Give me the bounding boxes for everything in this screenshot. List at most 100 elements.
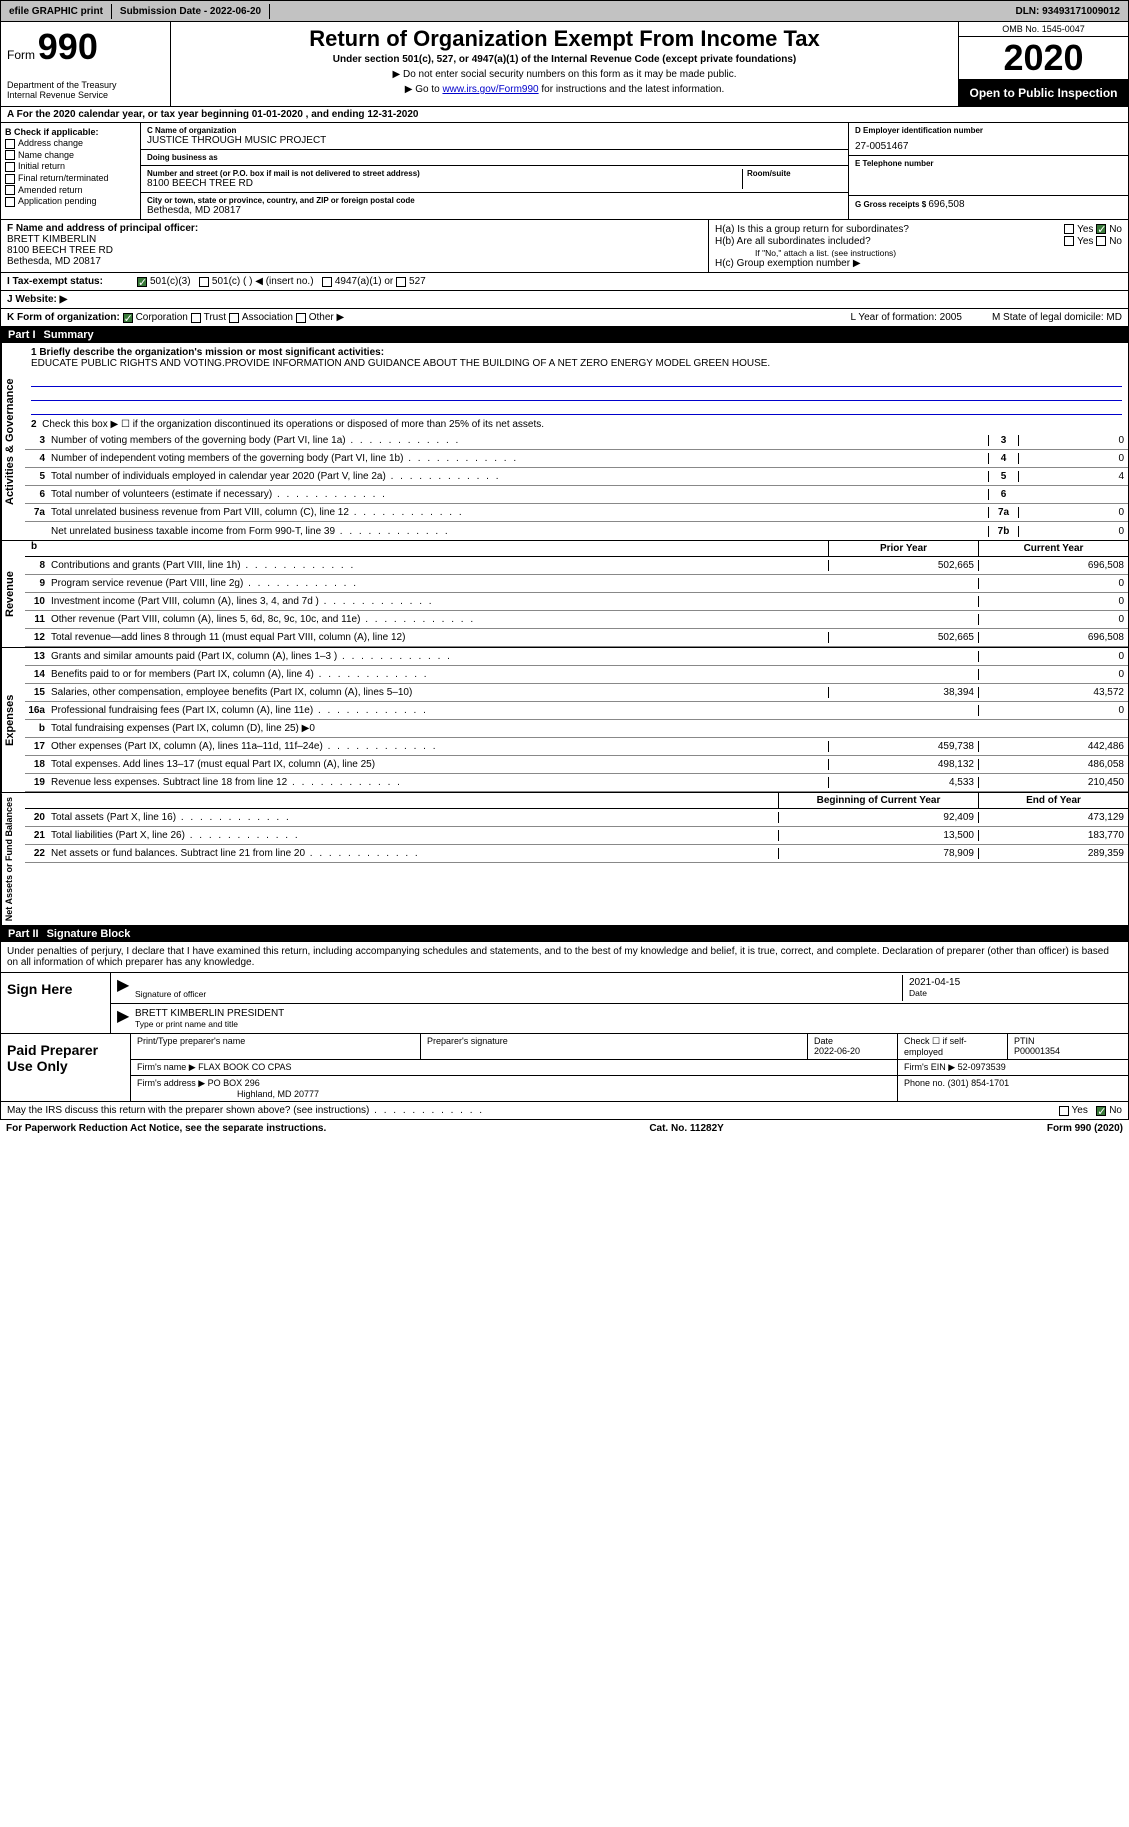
officer-name-title: BRETT KIMBERLIN PRESIDENT (135, 1008, 1118, 1019)
sign-here-row: Sign Here ▶ Signature of officer 2021-04… (1, 972, 1128, 1033)
cb-501c[interactable] (199, 277, 209, 287)
ein-value: 27-0051467 (855, 141, 1122, 152)
hc-label: H(c) Group exemption number ▶ (715, 258, 1122, 269)
footer: For Paperwork Reduction Act Notice, see … (0, 1120, 1129, 1137)
sign-here-label: Sign Here (1, 973, 111, 1033)
i-label: I Tax-exempt status: (7, 276, 137, 287)
part2-title: Signature Block (47, 928, 131, 940)
line-a-text: A For the 2020 calendar year, or tax yea… (7, 109, 418, 120)
netassets-section: Net Assets or Fund Balances Beginning of… (0, 793, 1129, 926)
note-2: ▶ Go to www.irs.gov/Form990 for instruct… (175, 84, 954, 95)
form-word: Form (7, 48, 35, 62)
form-header: Form 990 Department of the Treasury Inte… (0, 22, 1129, 107)
part2-num: Part II (8, 928, 39, 940)
firm-city-val: Highland, MD 20777 (137, 1089, 319, 1099)
gov-row: Net unrelated business taxable income fr… (25, 522, 1128, 540)
f-label: F Name and address of principal officer: (7, 223, 198, 234)
c-name-label: C Name of organization (147, 126, 842, 135)
opt-trust: Trust (204, 312, 226, 323)
rev-row: 9Program service revenue (Part VIII, lin… (25, 575, 1128, 593)
col-end: End of Year (978, 793, 1128, 808)
gov-row: 5Total number of individuals employed in… (25, 468, 1128, 486)
phone-label: E Telephone number (855, 159, 1122, 168)
k-label: K Form of organization: (7, 312, 120, 323)
exp-row: 19Revenue less expenses. Subtract line 1… (25, 774, 1128, 792)
rev-row: 11Other revenue (Part VIII, column (A), … (25, 611, 1128, 629)
j-label: J Website: ▶ (7, 294, 67, 305)
exp-row: 13Grants and similar amounts paid (Part … (25, 648, 1128, 666)
exp-row: 18Total expenses. Add lines 13–17 (must … (25, 756, 1128, 774)
prep-name-label: Print/Type preparer's name (137, 1036, 414, 1046)
gross-value: 696,508 (928, 199, 964, 210)
mission-line (31, 401, 1122, 415)
firm-name-label: Firm's name ▶ (137, 1062, 196, 1072)
cb-501c3[interactable] (137, 277, 147, 287)
column-cd: C Name of organization JUSTICE THROUGH M… (141, 123, 1128, 219)
cat-no: Cat. No. 11282Y (649, 1123, 723, 1134)
declaration-text: Under penalties of perjury, I declare th… (1, 942, 1128, 972)
cb-trust[interactable] (191, 313, 201, 323)
cb-name-change[interactable]: Name change (5, 150, 136, 161)
signature-section: Under penalties of perjury, I declare th… (0, 942, 1129, 1102)
form-id-box: Form 990 Department of the Treasury Inte… (1, 22, 171, 106)
f-officer: F Name and address of principal officer:… (1, 220, 708, 272)
ein-label: D Employer identification number (855, 126, 983, 135)
netassets-header: Beginning of Current Year End of Year (25, 793, 1128, 809)
column-d: D Employer identification number 27-0051… (848, 123, 1128, 219)
cb-discuss-no[interactable] (1096, 1106, 1106, 1116)
cb-assoc[interactable] (229, 313, 239, 323)
state-domicile: M State of legal domicile: MD (992, 312, 1122, 323)
efile-label[interactable]: efile GRAPHIC print (1, 4, 112, 19)
cb-address-change[interactable]: Address change (5, 138, 136, 149)
form-subtitle: Under section 501(c), 527, or 4947(a)(1)… (175, 54, 954, 65)
na-row: 22Net assets or fund balances. Subtract … (25, 845, 1128, 863)
expenses-section: Expenses 13Grants and similar amounts pa… (0, 648, 1129, 793)
cb-corp[interactable] (123, 313, 133, 323)
type-name-label: Type or print name and title (135, 1019, 1118, 1029)
irs-link[interactable]: www.irs.gov/Form990 (442, 84, 538, 95)
ptin-val: P00001354 (1014, 1046, 1122, 1056)
cb-527[interactable] (396, 277, 406, 287)
cb-amended[interactable]: Amended return (5, 185, 136, 196)
cb-4947[interactable] (322, 277, 332, 287)
cb-final-return[interactable]: Final return/terminated (5, 173, 136, 184)
org-city: Bethesda, MD 20817 (147, 205, 842, 216)
note-1: ▶ Do not enter social security numbers o… (175, 69, 954, 80)
city-label: City or town, state or province, country… (147, 196, 842, 205)
note2-post: for instructions and the latest informat… (539, 84, 725, 95)
h-section: H(a) Is this a group return for subordin… (708, 220, 1128, 272)
phone-value (855, 168, 1122, 192)
side-label-governance: Activities & Governance (1, 343, 25, 540)
dba-label: Doing business as (147, 153, 842, 162)
na-row: 20Total assets (Part X, line 16)92,40947… (25, 809, 1128, 827)
top-bar: efile GRAPHIC print Submission Date - 20… (0, 0, 1129, 22)
title-box: Return of Organization Exempt From Incom… (171, 22, 958, 106)
mission-text: EDUCATE PUBLIC RIGHTS AND VOTING.PROVIDE… (31, 358, 770, 369)
row-i: I Tax-exempt status: 501(c)(3) 501(c) ( … (0, 273, 1129, 291)
rev-row: 10Investment income (Part VIII, column (… (25, 593, 1128, 611)
na-row: 21Total liabilities (Part X, line 26)13,… (25, 827, 1128, 845)
cb-application-pending[interactable]: Application pending (5, 196, 136, 207)
mission-line (31, 373, 1122, 387)
cb-initial-return[interactable]: Initial return (5, 161, 136, 172)
part-1-header: Part I Summary (0, 327, 1129, 343)
note2-pre: ▶ Go to (405, 84, 443, 95)
sig-date-label: Date (909, 988, 1116, 998)
col-beginning: Beginning of Current Year (778, 793, 978, 808)
rev-row: 8Contributions and grants (Part VIII, li… (25, 557, 1128, 575)
department: Department of the Treasury Internal Reve… (7, 80, 164, 100)
column-b: B Check if applicable: Address change Na… (1, 123, 141, 219)
cb-discuss-yes[interactable] (1059, 1106, 1069, 1116)
paperwork-notice: For Paperwork Reduction Act Notice, see … (6, 1123, 326, 1134)
row-k: K Form of organization: Corporation Trus… (0, 309, 1129, 327)
hb-label: H(b) Are all subordinates included? (715, 236, 1012, 247)
section-bcd: B Check if applicable: Address change Na… (0, 123, 1129, 220)
cb-other[interactable] (296, 313, 306, 323)
firm-phone-label: Phone no. (904, 1078, 945, 1088)
part1-num: Part I (8, 329, 36, 341)
open-to-public: Open to Public Inspection (959, 80, 1128, 106)
submission-date: Submission Date - 2022-06-20 (112, 4, 270, 19)
dln: DLN: 93493171009012 (1007, 4, 1128, 19)
exp-row: 17Other expenses (Part IX, column (A), l… (25, 738, 1128, 756)
ha-yn: Yes No (1012, 224, 1122, 235)
